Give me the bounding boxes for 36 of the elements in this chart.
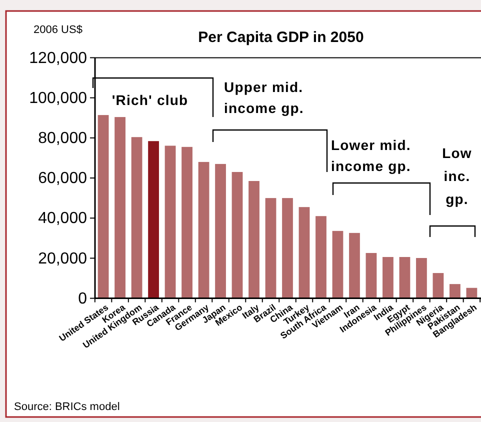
y-tick-label: 40,000 bbox=[38, 210, 88, 228]
y-tick-label: 100,000 bbox=[29, 90, 88, 107]
bar bbox=[450, 284, 460, 298]
bar bbox=[282, 198, 293, 298]
bar bbox=[366, 252, 377, 298]
bar bbox=[131, 137, 142, 298]
annotation: Lower mid. income gp. bbox=[331, 137, 411, 174]
bar bbox=[265, 198, 276, 298]
y-tick-label: 80,000 bbox=[38, 130, 88, 148]
bar bbox=[232, 172, 243, 298]
y-tick-label: 20,000 bbox=[38, 250, 88, 268]
bar bbox=[182, 146, 192, 298]
bar bbox=[332, 230, 344, 298]
bar bbox=[148, 141, 159, 298]
bar bbox=[98, 115, 109, 298]
y-tick-label: 60,000 bbox=[38, 170, 88, 188]
bar bbox=[432, 273, 444, 298]
y-tick-label: 120,000 bbox=[29, 50, 88, 67]
annotation: 'Rich' club bbox=[112, 92, 188, 108]
y-tick-label: 0 bbox=[78, 290, 88, 308]
bar bbox=[198, 162, 210, 298]
bar bbox=[215, 164, 226, 298]
bar bbox=[114, 117, 126, 298]
source-note: Source: BRICs model bbox=[14, 401, 120, 413]
bar bbox=[349, 232, 360, 298]
bar bbox=[164, 146, 176, 298]
bar bbox=[416, 258, 427, 298]
bar bbox=[248, 181, 260, 298]
chart-title: Per Capita GDP in 2050 bbox=[198, 29, 364, 46]
bar bbox=[316, 216, 326, 298]
bar bbox=[399, 256, 410, 298]
annotation: Low inc. gp. bbox=[442, 145, 472, 207]
bar bbox=[298, 207, 310, 298]
annotation: Upper mid. income gp. bbox=[224, 79, 304, 116]
bar bbox=[382, 256, 394, 298]
y-axis-title: 2006 US$ bbox=[34, 24, 82, 36]
